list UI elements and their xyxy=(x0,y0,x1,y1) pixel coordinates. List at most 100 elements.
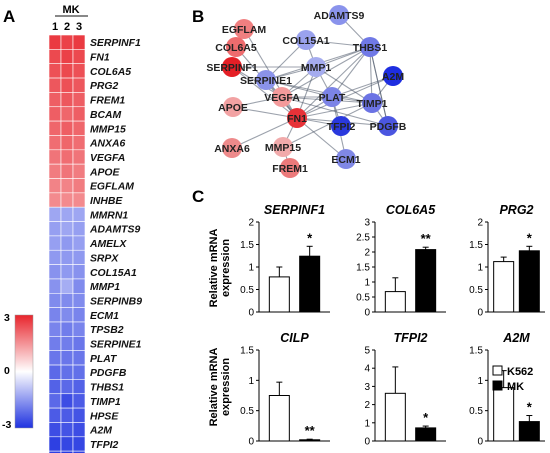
bar-charts-panel: SERPINF100.511.52*COL6A500.511.522.53**P… xyxy=(208,203,545,448)
network-node-label: PLAT xyxy=(319,92,346,104)
heatmap-gene-label: A2M xyxy=(89,426,112,437)
network-edge xyxy=(296,46,371,119)
bar-chart-tick-label: 0.5 xyxy=(240,406,254,417)
network-edge xyxy=(305,39,371,48)
heatmap-cell xyxy=(48,106,62,122)
heatmap-cell xyxy=(48,264,62,280)
bar xyxy=(493,261,515,313)
heatmap-gene-label: COL15A1 xyxy=(90,268,137,279)
heatmap-cell xyxy=(60,350,74,366)
network-node-circle xyxy=(273,137,293,157)
network-node-label: SERPINF1 xyxy=(206,62,258,74)
heatmap-cell xyxy=(48,34,62,50)
significance-marker: ** xyxy=(421,231,432,246)
network-node: COL6A5 xyxy=(215,37,257,57)
network-node: VEGFA xyxy=(264,87,300,107)
heatmap-gene-label: EGFLAM xyxy=(90,182,134,193)
bar-chart-tick-label: 3 xyxy=(364,218,370,229)
network-node-label: TFPI2 xyxy=(327,121,356,133)
scale-max-label: 3 xyxy=(4,312,10,324)
heatmap-gene-label: MMP1 xyxy=(90,282,120,293)
y-axis-label-top-line1: Relative mRNA xyxy=(208,229,220,308)
bar-chart-tick-label: 1.5 xyxy=(240,346,254,357)
heatmap-gene-label: ADAMTS9 xyxy=(89,225,140,236)
network-node-label: TIMP1 xyxy=(357,98,388,110)
heatmap-cell xyxy=(72,235,86,251)
bar-chart-title: TFPI2 xyxy=(393,331,427,345)
heatmap-cell xyxy=(48,292,62,308)
network-node-circle xyxy=(331,116,351,136)
network-node-label: ECM1 xyxy=(331,154,360,166)
heatmap-cell xyxy=(60,336,74,352)
heatmap-cell xyxy=(72,149,86,165)
heatmap-cell xyxy=(48,49,62,64)
heatmap-gene-label: PRG2 xyxy=(90,81,119,92)
heatmap-cell xyxy=(48,235,62,251)
bar-chart-tick-label: 1.5 xyxy=(356,263,370,274)
network-edge xyxy=(331,75,394,98)
heatmap-cell xyxy=(48,436,62,452)
network-node-circle xyxy=(383,66,403,86)
heatmap-cell xyxy=(72,450,86,453)
heatmap-cell xyxy=(72,92,86,108)
heatmap-gene-label: INHBE xyxy=(90,196,123,207)
bar-chart-tick-label: 2 xyxy=(364,400,370,411)
network-node: MMP15 xyxy=(265,137,301,157)
network-edge xyxy=(281,46,371,98)
heatmap-gene-label: TPSB2 xyxy=(90,325,124,336)
heatmap-cell xyxy=(60,321,74,337)
heatmap-cell xyxy=(72,321,86,337)
heatmap-cell xyxy=(60,49,74,64)
network-node-label: PDGFB xyxy=(370,121,407,133)
bar-chart: SERPINF1 0 0.5 1 1.5 2 * xyxy=(240,203,330,319)
bar-chart-tick-label: 1 xyxy=(364,418,370,429)
heatmap-gene-label: TFPI2 xyxy=(90,440,119,451)
heatmap-column-label: 2 xyxy=(64,21,70,33)
bar-chart-title: COL6A5 xyxy=(386,203,436,217)
heatmap-cell xyxy=(48,407,62,423)
heatmap-cell xyxy=(60,192,74,208)
network-panel: ADAMTS9 EGFLAM COL15A1 COL6A5 THBS1 SERPINF1 M… xyxy=(206,5,407,178)
heatmap-cell xyxy=(72,221,86,237)
network-node: COL15A1 xyxy=(282,30,330,50)
network-node: PDGFB xyxy=(370,116,407,136)
network-node-label: ANXA6 xyxy=(214,143,250,155)
heatmap-cell xyxy=(48,249,62,265)
significance-marker: * xyxy=(423,410,429,425)
network-node-label: COL15A1 xyxy=(282,35,329,47)
heatmap-gene-label: ECM1 xyxy=(90,311,119,322)
heatmap-cell xyxy=(60,221,74,237)
heatmap-cell xyxy=(48,77,62,93)
network-node-label: ADAMTS9 xyxy=(314,10,365,22)
heatmap-cell xyxy=(72,120,86,136)
heatmap-cell xyxy=(60,264,74,280)
heatmap-cell xyxy=(48,450,62,453)
heatmap-group-label: MK xyxy=(62,4,79,16)
bar-chart-tick-label: 0.5 xyxy=(240,285,254,296)
network-edge xyxy=(296,117,347,160)
heatmap-gene-label: BCAM xyxy=(90,110,122,121)
network-node-label: EGFLAM xyxy=(222,24,267,36)
heatmap-cell xyxy=(60,422,74,438)
heatmap-gene-label: PLAT xyxy=(90,354,118,365)
bar-chart-tick-label: 0 xyxy=(477,437,483,448)
bar-chart-tick-label: 1 xyxy=(248,376,254,387)
heatmap-cell xyxy=(60,163,74,179)
network-edge xyxy=(231,117,298,149)
heatmap-cell xyxy=(60,206,74,222)
bar-chart-title: PRG2 xyxy=(499,203,533,217)
bar-chart-tick-label: 2 xyxy=(248,218,254,229)
heatmap-cell xyxy=(72,407,86,423)
heatmap-cell xyxy=(72,178,86,194)
bar-chart-tick-label: 0 xyxy=(248,437,254,448)
heatmap-cell xyxy=(48,206,62,222)
network-edge xyxy=(232,106,298,119)
significance-marker: * xyxy=(527,230,533,245)
network-node-circle xyxy=(336,149,356,169)
bar-chart-tick-label: 0.5 xyxy=(356,293,370,304)
network-node-label: MMP15 xyxy=(265,142,301,154)
network-node: FREM1 xyxy=(272,158,308,178)
heatmap-cell xyxy=(48,336,62,352)
heatmap-cell xyxy=(60,379,74,395)
